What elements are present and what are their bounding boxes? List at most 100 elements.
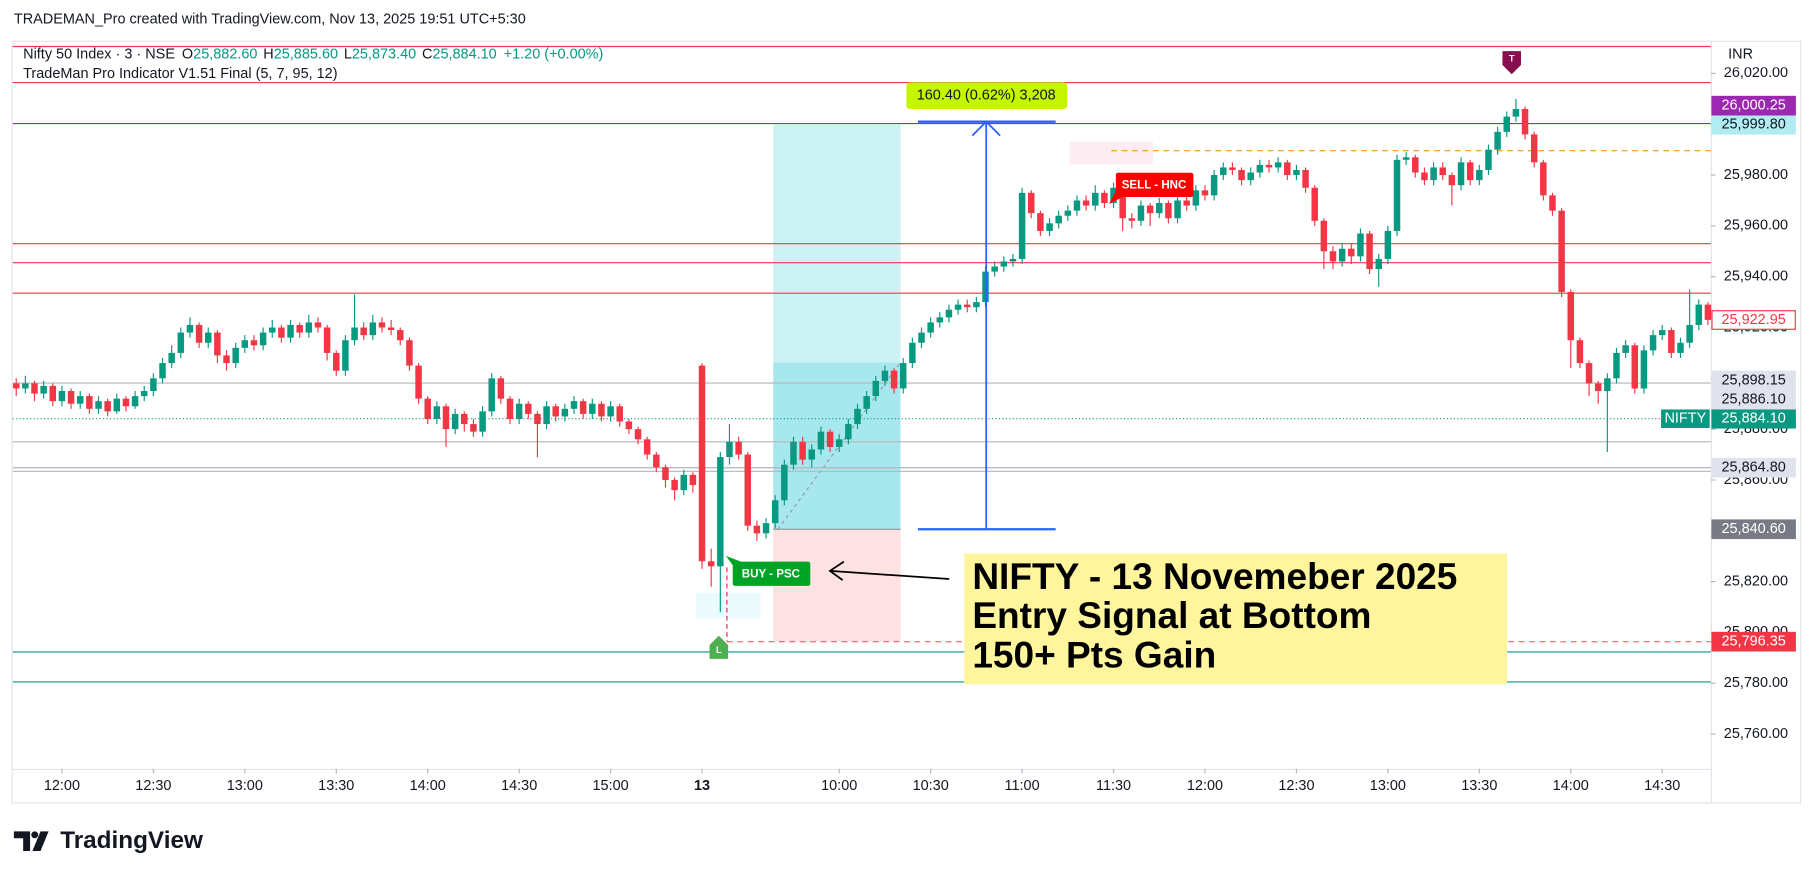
price-label-box [1711,631,1796,652]
price-label-box [1711,95,1796,116]
candle-body [945,309,953,318]
candle-body [1503,116,1510,132]
candle-body [872,380,880,397]
sell-pointer [1108,191,1123,204]
candle-body [1201,190,1209,196]
brand-logo: TradingView [13,827,203,854]
candle-body [607,406,614,417]
candle-body [488,378,495,412]
candle-body [515,403,523,419]
x-tick-label: 10:00 [821,778,857,794]
candle-body [1110,187,1117,204]
arrow-head [971,120,1001,137]
symbol: Nifty 50 Index · 3 · NSE [23,46,175,62]
candle-body [781,464,788,501]
top-marker-shape [1502,51,1521,75]
candle-body [534,413,541,425]
y-tick-label: 25,940.00 [1724,269,1788,285]
candle-body [1384,230,1392,259]
price-label: 25,898.15 [1721,372,1785,388]
x-tick-label: 12:30 [1278,778,1314,794]
ohlc-key: C [422,46,432,62]
candle-body [598,403,605,417]
x-tick-label: 12:00 [1187,778,1223,794]
annotation-arrow-head [828,560,845,581]
candle-body [1348,248,1355,257]
x-tick-label: 13:00 [227,778,263,794]
candle-body [1082,200,1090,206]
candle-body [1247,172,1254,181]
price-label: 25,840.60 [1721,521,1785,537]
candle-body [570,401,578,409]
ohlc-key: L [344,46,352,62]
candle-body [1064,210,1072,216]
measure-box [906,82,1068,110]
ohlc-value: 25,885.60 [274,46,338,62]
x-tick-label: 13 [694,778,710,794]
candle-body [424,398,431,419]
candle-body [707,561,715,567]
candle-body [1092,192,1099,206]
candle-body [771,500,779,524]
candle-body [890,370,898,389]
candle-body [259,332,267,346]
candle-body [1476,169,1483,181]
x-tick-label: 11:00 [1005,778,1040,794]
candle-body [1375,258,1382,270]
candle-body [12,383,20,389]
candle-body [1210,175,1218,196]
candle-body [1540,162,1547,196]
candle-body [1686,324,1693,343]
candle-body [1192,190,1200,206]
candle-body [278,327,285,338]
candle-body [159,363,166,379]
candle-body [406,340,413,366]
candle-body [1101,192,1108,204]
candle-body [1412,157,1419,173]
candle-body [1677,342,1684,353]
y-tick-label: 25,760.00 [1724,726,1788,742]
candle-body [1238,169,1245,181]
candle-body [305,322,313,333]
ohlc-value: 25,884.10 [432,46,496,62]
candle-body [662,467,669,480]
candle-body [31,383,38,394]
candle-body [195,324,203,343]
candle-body [1604,378,1611,392]
candle-body [1485,149,1492,170]
candle-body [113,398,121,412]
candle-body [95,401,102,409]
chart-frame [11,40,1802,804]
candle-body [799,441,806,460]
candle-body [287,324,294,338]
annotation-box [964,553,1508,685]
candle-body [653,454,660,468]
candle-body [698,365,706,562]
candle-body [918,332,925,343]
x-tick-label: 15:00 [593,778,629,794]
candle-body [1585,363,1593,384]
watermark: TRADEMAN_Pro created with TradingView.co… [14,12,526,28]
candle-body [1576,340,1584,364]
logo-mark [13,831,49,852]
candle-body [232,347,239,364]
candle-body [1137,205,1145,221]
candle-body [204,332,212,343]
candle-body [1658,330,1666,336]
candle-body [1640,350,1648,389]
candle-body [1594,383,1602,392]
candle-body [1549,195,1556,211]
candle-body [726,441,733,458]
candle-body [1558,210,1565,292]
sell-label: SELL - HNC [1122,179,1187,191]
candle-body [1448,175,1456,186]
candle-body [1009,258,1017,262]
price-tag-box [1661,409,1710,428]
price-tag: NIFTY [1664,411,1706,427]
candle-body [634,429,642,440]
candle-body [991,266,998,272]
price-label: 25,886.10 [1721,391,1785,407]
